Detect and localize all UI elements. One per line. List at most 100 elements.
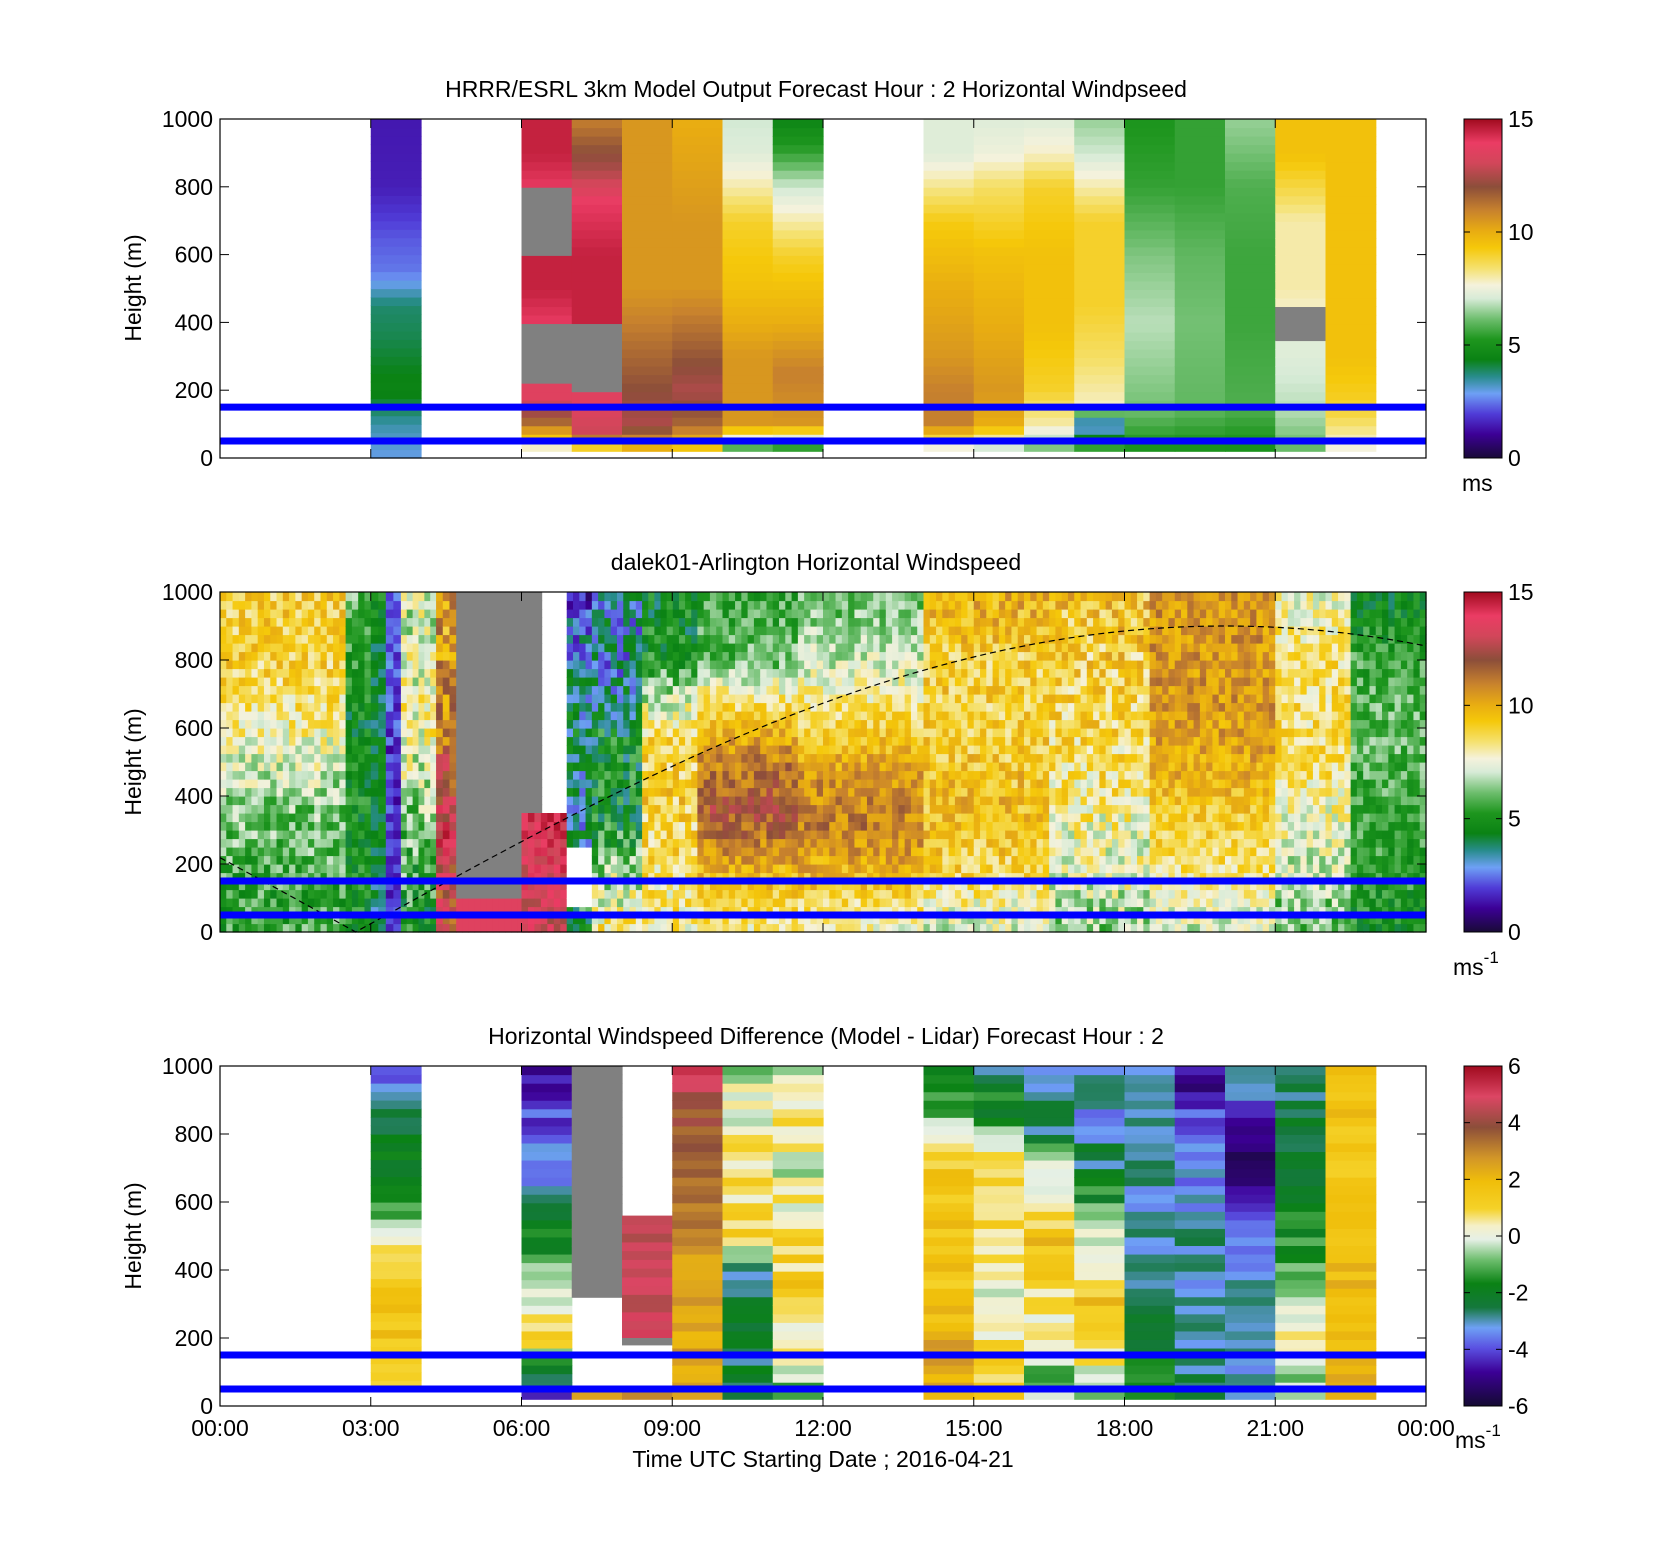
panel-lidar-cell	[672, 923, 680, 933]
panel-lidar-cell	[642, 651, 649, 661]
panel-lidar-cell	[642, 821, 649, 831]
panel-lidar-cell	[436, 617, 444, 627]
panel-lidar-cell	[816, 634, 824, 644]
panel-model-cell	[571, 425, 623, 435]
panel-lidar-cell	[648, 719, 655, 729]
panel-lidar-cell	[728, 728, 736, 738]
panel-lidar-cell	[535, 600, 543, 610]
panel-lidar-cell	[785, 643, 793, 653]
panel-lidar-cell	[370, 838, 379, 848]
panel-lidar-cell	[654, 813, 662, 823]
panel-lidar-cell	[301, 728, 309, 738]
panel-lidar-cell	[804, 787, 812, 797]
panel-lidar-cell	[468, 677, 476, 687]
panel-lidar-cell	[635, 626, 643, 636]
panel-lidar-cell	[326, 753, 334, 763]
panel-lidar-cell	[566, 906, 574, 916]
panel-model-cell	[1275, 153, 1327, 163]
panel-model-cell	[772, 144, 824, 154]
panel-lidar-cell	[791, 617, 799, 627]
panel-lidar-cell	[610, 626, 618, 636]
panel-lidar-cell	[289, 770, 296, 780]
panel-lidar-cell	[760, 660, 768, 670]
panel-lidar: dalek01-Arlington Horizontal Windspeed 0…	[120, 549, 1534, 980]
panel-model-cell	[722, 221, 774, 231]
panel-lidar-cell	[406, 643, 414, 653]
panel-model-cell	[923, 255, 975, 265]
panel-lidar-cell	[766, 770, 774, 780]
panel-lidar-cell	[307, 770, 315, 780]
panel-lidar-cell	[585, 779, 593, 789]
panel-model-cell	[1225, 297, 1276, 308]
panel-lidar-cell	[854, 804, 862, 814]
panel-lidar-cell	[591, 677, 599, 687]
panel-lidar-cell	[660, 838, 668, 848]
panel-lidar-cell	[393, 702, 402, 712]
panel-lidar-cell	[320, 898, 328, 908]
panel-lidar-cell	[829, 651, 837, 661]
panel-lidar-cell	[829, 796, 837, 806]
panel-lidar-cell	[474, 711, 482, 721]
panel-model-cell	[772, 153, 824, 163]
panel-model-cell	[1325, 417, 1377, 427]
panel-lidar-cell	[534, 830, 542, 840]
panel-lidar-cell	[339, 787, 347, 797]
panel-lidar-cell	[654, 668, 662, 678]
panel-lidar-cell	[418, 668, 425, 678]
panel-lidar-cell	[238, 728, 246, 738]
panel-lidar-cell	[251, 668, 259, 678]
panel-lidar-cell	[829, 923, 837, 933]
panel-lidar-cell	[511, 634, 518, 644]
panel-lidar-cell	[873, 906, 881, 916]
panel-model-cell	[1024, 229, 1075, 239]
panel-lidar-cell	[666, 702, 674, 712]
panel-lidar-cell	[598, 617, 606, 627]
panel-lidar-cell	[648, 592, 655, 602]
panel-lidar-cell	[289, 923, 296, 933]
panel-lidar-cell	[442, 830, 451, 840]
panel-lidar-cell	[436, 906, 444, 916]
panel-lidar-cell	[378, 762, 387, 772]
panel-lidar-cell	[829, 881, 837, 891]
panel-lidar-cell	[263, 753, 271, 763]
panel-lidar-cell	[535, 694, 543, 704]
panel-lidar-cell	[370, 609, 379, 619]
panel-lidar-cell	[816, 830, 824, 840]
panel-model-cell	[1074, 221, 1126, 231]
panel-lidar-cell	[339, 626, 347, 636]
panel-lidar-cell	[866, 651, 874, 661]
panel-model-cell	[1174, 136, 1226, 146]
panel-lidar-cell	[320, 668, 328, 678]
panel-lidar-cell	[553, 915, 561, 925]
panel-lidar-cell	[678, 617, 686, 627]
panel-lidar-cell	[716, 651, 724, 661]
panel-lidar-cell	[804, 864, 812, 874]
panel-lidar-cell	[521, 915, 529, 925]
panel-lidar-cell	[635, 787, 643, 797]
panel-lidar-cell	[885, 694, 893, 704]
panel-lidar-cell	[697, 923, 705, 933]
panel-lidar-cell	[728, 753, 736, 763]
panel-lidar-cell	[486, 804, 494, 814]
panel-lidar-cell	[301, 838, 309, 848]
panel-lidar-cell	[282, 813, 290, 823]
panel-lidar-cell	[648, 796, 655, 806]
panel-lidar-cell	[810, 872, 818, 882]
panel-lidar-cell	[238, 872, 246, 882]
panel-lidar-cell	[691, 813, 698, 823]
panel-model-cell	[571, 161, 623, 171]
panel-lidar-cell	[616, 609, 624, 619]
panel-lidar-cell	[766, 787, 774, 797]
panel-lidar-cell	[511, 702, 518, 712]
panel-lidar-cell	[823, 872, 830, 882]
panel-lidar-cell	[866, 915, 874, 925]
panel-lidar-cell	[226, 796, 234, 806]
panel-model-cell	[521, 238, 573, 248]
panel-lidar-cell	[540, 813, 548, 823]
panel-lidar-cell	[449, 872, 457, 882]
panel-model-cell	[521, 246, 573, 256]
panel-lidar-cell	[326, 821, 334, 831]
panel-lidar-cell	[610, 796, 618, 806]
panel-lidar-cell	[779, 796, 786, 806]
panel-lidar-cell	[378, 609, 387, 619]
